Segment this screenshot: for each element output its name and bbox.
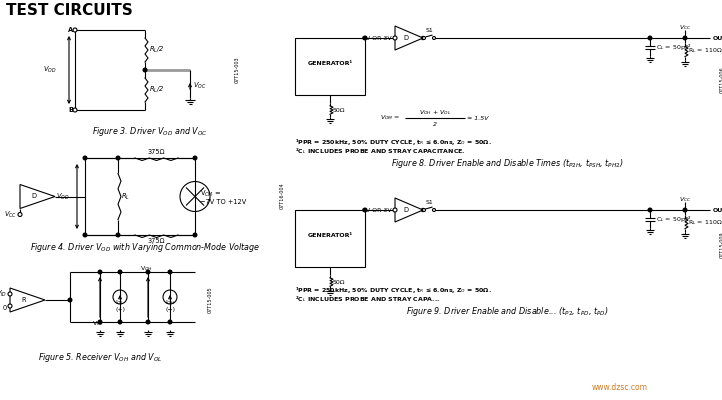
Text: C$_L$ = 50pF²: C$_L$ = 50pF²: [656, 214, 692, 224]
Text: www.dzsc.com: www.dzsc.com: [592, 383, 648, 392]
Circle shape: [422, 208, 425, 212]
Circle shape: [118, 320, 122, 324]
Text: ¹PPR = 250kHz, 50% DUTY CYCLE, t$_R$ ≤ 6.0ns, Z$_O$ = 50Ω.: ¹PPR = 250kHz, 50% DUTY CYCLE, t$_R$ ≤ 6…: [295, 285, 492, 295]
Text: ≈ 1.5V: ≈ 1.5V: [467, 116, 489, 120]
Text: R$_L$ = 110Ω: R$_L$ = 110Ω: [688, 46, 722, 56]
Text: V$_{OL}$: V$_{OL}$: [92, 320, 104, 328]
Circle shape: [363, 208, 367, 212]
Text: B: B: [68, 107, 73, 113]
Circle shape: [143, 68, 147, 72]
Text: V$_{CM}$ =: V$_{CM}$ =: [200, 188, 221, 198]
Circle shape: [193, 233, 197, 237]
Circle shape: [422, 36, 425, 40]
Circle shape: [432, 36, 435, 40]
Circle shape: [83, 233, 87, 237]
Circle shape: [393, 208, 397, 212]
Text: R: R: [21, 297, 26, 303]
Text: V$_{OC}$: V$_{OC}$: [193, 81, 206, 91]
Circle shape: [193, 156, 197, 160]
Text: 2: 2: [433, 122, 437, 126]
Text: I$_{OL}$: I$_{OL}$: [116, 298, 125, 308]
Text: R$_L$/2: R$_L$/2: [149, 85, 164, 95]
Text: V$_{OH}$: V$_{OH}$: [139, 264, 152, 274]
Text: 0V OR 3V: 0V OR 3V: [362, 36, 392, 40]
Text: 0: 0: [3, 305, 7, 311]
Text: A: A: [68, 27, 73, 33]
Text: R$_L$/2: R$_L$/2: [149, 45, 164, 55]
Text: V$_{CC}$: V$_{CC}$: [4, 210, 17, 220]
Text: 50Ω: 50Ω: [333, 108, 346, 112]
Circle shape: [683, 36, 687, 40]
Circle shape: [146, 270, 149, 274]
Text: 07T15-005: 07T15-005: [208, 287, 213, 313]
Text: D: D: [31, 194, 36, 200]
Text: GENERATOR¹: GENERATOR¹: [308, 233, 352, 238]
Text: (+): (+): [115, 306, 125, 312]
Text: C$_L$ = 50pF²: C$_L$ = 50pF²: [656, 42, 692, 52]
Text: 07T15-009: 07T15-009: [720, 232, 722, 258]
Circle shape: [98, 270, 102, 274]
Text: D: D: [404, 35, 409, 41]
Text: Figure 3. Driver V$_{OD}$ and V$_{OC}$: Figure 3. Driver V$_{OD}$ and V$_{OC}$: [92, 126, 208, 138]
Circle shape: [648, 208, 652, 212]
Text: −7V TO +12V: −7V TO +12V: [200, 198, 246, 204]
Text: GENERATOR¹: GENERATOR¹: [308, 61, 352, 66]
Text: S1: S1: [425, 200, 433, 204]
Text: I$_{OH}$: I$_{OH}$: [165, 298, 175, 308]
Circle shape: [73, 108, 77, 112]
Circle shape: [8, 292, 12, 296]
Text: 07T16-004: 07T16-004: [280, 183, 285, 209]
Text: S1: S1: [425, 28, 433, 32]
Circle shape: [118, 270, 122, 274]
Text: V$_{CC}$: V$_{CC}$: [679, 24, 691, 32]
Text: 50Ω: 50Ω: [333, 280, 346, 284]
Text: 07T15-006: 07T15-006: [720, 67, 722, 93]
Text: (−): (−): [165, 306, 175, 312]
Circle shape: [363, 36, 367, 40]
Circle shape: [116, 233, 120, 237]
Circle shape: [648, 36, 652, 40]
Circle shape: [683, 208, 687, 212]
Bar: [295, 210, 365, 267]
Circle shape: [8, 304, 12, 308]
Circle shape: [393, 36, 397, 40]
Text: 0V OR 3V: 0V OR 3V: [362, 208, 392, 212]
Circle shape: [168, 320, 172, 324]
Text: 07T15-003: 07T15-003: [235, 57, 240, 83]
Text: R$_L$ = 110Ω: R$_L$ = 110Ω: [688, 218, 722, 228]
Circle shape: [422, 208, 425, 212]
Text: ²C$_L$ INCLUDES PROBE AND STRAY CAPA...: ²C$_L$ INCLUDES PROBE AND STRAY CAPA...: [295, 294, 440, 304]
Text: 375Ω: 375Ω: [148, 149, 165, 155]
Text: V$_{OD}$: V$_{OD}$: [56, 192, 70, 202]
Text: Figure 9. Driver Enable and Disable... (t$_{P2}$, t$_{PD}$, t$_{PD}$): Figure 9. Driver Enable and Disable... (…: [406, 304, 609, 318]
Text: ¹PPR = 250kHz, 50% DUTY CYCLE, t$_R$ ≤ 6.0ns, Z$_O$ = 50Ω.: ¹PPR = 250kHz, 50% DUTY CYCLE, t$_R$ ≤ 6…: [295, 137, 492, 147]
Text: OUT: OUT: [713, 36, 722, 40]
Text: ²C$_L$ INCLUDES PROBE AND STRAY CAPACITANCE.: ²C$_L$ INCLUDES PROBE AND STRAY CAPACITA…: [295, 146, 466, 156]
Text: Figure 8. Driver Enable and Disable Times (t$_{P2H}$, t$_{PSH}$, t$_{PH2}$): Figure 8. Driver Enable and Disable Time…: [391, 156, 624, 170]
Text: D: D: [404, 207, 409, 213]
Text: V$_{OD}$: V$_{OD}$: [43, 65, 57, 75]
Circle shape: [98, 320, 102, 324]
Circle shape: [83, 156, 87, 160]
Circle shape: [73, 28, 77, 32]
Text: OUT: OUT: [713, 208, 722, 212]
Circle shape: [68, 298, 71, 302]
Circle shape: [168, 270, 172, 274]
Circle shape: [18, 212, 22, 216]
Circle shape: [432, 208, 435, 212]
Bar: [295, 38, 365, 95]
Text: V$_{CC}$: V$_{CC}$: [679, 196, 691, 204]
Text: V$_{OH}$ + V$_{OL}$: V$_{OH}$ + V$_{OL}$: [419, 108, 451, 118]
Text: 375Ω: 375Ω: [148, 238, 165, 244]
Circle shape: [422, 36, 425, 40]
Text: V$_{ID}$: V$_{ID}$: [0, 289, 7, 299]
Circle shape: [146, 320, 149, 324]
Text: TEST CIRCUITS: TEST CIRCUITS: [6, 3, 133, 18]
Circle shape: [116, 156, 120, 160]
Text: V$_{OM}$ =: V$_{OM}$ =: [380, 114, 400, 122]
Text: Figure 4. Driver V$_{OD}$ with Varying Common-Mode Voltage: Figure 4. Driver V$_{OD}$ with Varying C…: [30, 242, 260, 254]
Text: Figure 5. Receiver V$_{OH}$ and V$_{OL}$: Figure 5. Receiver V$_{OH}$ and V$_{OL}$: [38, 352, 162, 364]
Text: R$_L$: R$_L$: [121, 192, 130, 202]
